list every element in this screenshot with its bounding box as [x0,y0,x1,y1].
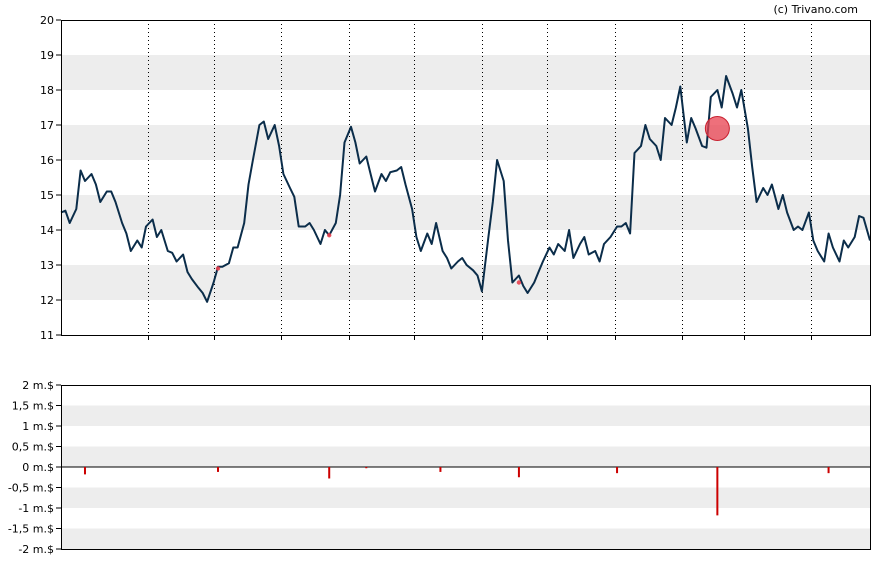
volume-tick-label: 0 m.$ [22,461,54,474]
volume-tick-label: 0,5 m.$ [12,441,54,454]
price-tick-label: 17 [40,119,54,132]
month-tick-label: jun [139,343,157,345]
volume-tick-label: 2 m.$ [22,379,54,392]
price-tick-label: 16 [40,154,54,167]
price-gridband [61,55,870,90]
volume-bar [827,467,830,474]
price-tick-label: 14 [40,224,54,237]
event-marker [516,280,522,285]
volume-gridbands [61,405,870,549]
month-tick-label: feb [674,343,692,345]
price-tick-label: 18 [40,84,54,97]
event-marker-large [704,116,730,141]
price-chart: 20 19 18 17 16 15 14 13 12 11 jun jul aug sep okt nov d… [40,3,871,345]
price-gridband [61,125,870,160]
volume-gridband [61,487,870,508]
month-tick-label: aug [271,343,292,345]
volume-bars [83,467,830,516]
volume-bar [83,467,86,475]
price-tick-label: 15 [40,189,54,202]
month-gridlines [148,20,812,335]
price-tick-label: 13 [40,259,54,272]
event-markers [215,116,730,285]
volume-gridband [61,405,870,426]
volume-tick-label: -1 m.$ [18,502,54,515]
month-tick-label: nov [472,343,493,345]
price-tick-label: 11 [40,329,54,342]
volume-tick-label: -0,5 m.$ [8,482,54,495]
event-marker [327,233,332,238]
price-gridband [61,265,870,300]
volume-gridband [61,446,870,467]
price-plot-frame [61,20,871,336]
volume-bar [616,467,619,474]
price-series-line [60,75,871,303]
price-gridband [61,195,870,230]
month-tick-label: apr [802,343,821,345]
volume-bar [517,467,520,478]
month-tick-label: mrt [735,343,755,345]
volume-tick-label: 1 m.$ [22,420,54,433]
volume-gridband [61,528,870,549]
volume-tick-label: -1,5 m.$ [8,523,54,536]
event-marker [215,266,221,271]
price-y-axis: 20 19 18 17 16 15 14 13 12 11 [40,14,61,342]
volume-bar [328,467,331,479]
price-gridbands [61,55,870,300]
volume-bar [217,467,220,472]
volume-bar [716,467,719,516]
month-tick-label: jul [207,343,221,345]
month-tick-label: 2025 [602,343,630,345]
volume-tick-label: 1,5 m.$ [12,400,54,413]
volume-bar [365,467,368,469]
month-tick-label: dec [538,343,558,345]
price-tick-label: 20 [40,14,54,27]
price-tick-label: 19 [40,49,54,62]
month-tick-label: sep [340,343,359,345]
volume-tick-label: -2 m.$ [18,543,54,556]
month-tick-label: okt [406,343,424,345]
volume-bar [439,467,442,472]
credit-label: (c) Trivano.com [773,3,858,16]
volume-plot-frame [61,385,871,550]
price-tick-label: 12 [40,294,54,307]
volume-y-axis: 2 m.$ 1,5 m.$ 1 m.$ 0,5 m.$ 0 m.$ -0,5 m.$ -1 … [8,379,61,556]
